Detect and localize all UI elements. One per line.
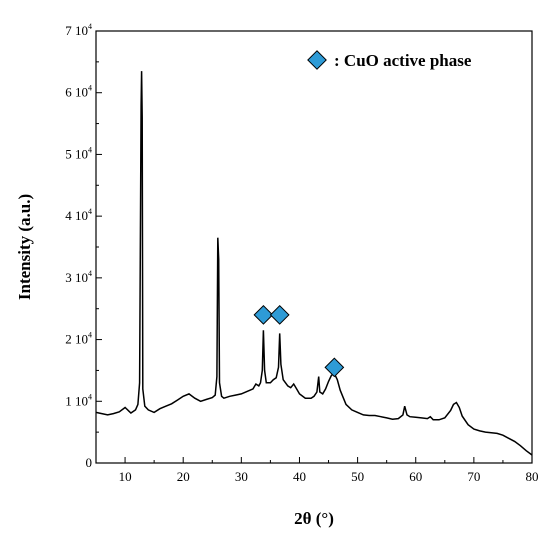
y-tick-label: 6 104	[65, 84, 92, 100]
cuo-marker	[269, 304, 290, 325]
x-tick-label: 80	[526, 469, 539, 484]
x-tick-label: 50	[351, 469, 364, 484]
plot-frame	[95, 30, 533, 464]
legend: : CuO active phase	[307, 50, 472, 70]
axis-ticks	[95, 30, 533, 464]
x-tick-label: 70	[467, 469, 480, 484]
y-tick-label: 7 104	[65, 22, 92, 38]
y-tick-label: 1 104	[65, 392, 92, 408]
x-tick-label: 20	[177, 469, 190, 484]
cuo-markers	[253, 304, 345, 378]
y-tick-label: 3 104	[65, 269, 92, 285]
cuo-marker	[324, 357, 345, 378]
legend-marker	[307, 50, 327, 70]
x-tick-label: 30	[235, 469, 248, 484]
plot-area: 0 1 104 2 104 3 104 4 104 5 104 6 104 7 104 10 2…	[65, 22, 538, 484]
y-tick-label: 5 104	[65, 145, 92, 161]
x-tick-label: 10	[119, 469, 132, 484]
x-axis-title: 2θ (°)	[294, 509, 334, 528]
legend-label: : CuO active phase	[334, 51, 472, 70]
y-tick-label: 4 104	[65, 207, 92, 223]
y-axis-title: Intensity (a.u.)	[15, 194, 34, 300]
xrd-series-line	[95, 71, 533, 456]
x-tick-label: 60	[409, 469, 422, 484]
y-tick-labels: 0 1 104 2 104 3 104 4 104 5 104 6 104 7 104	[65, 22, 92, 470]
x-tick-label: 40	[293, 469, 306, 484]
x-tick-labels: 10 20 30 40 50 60 70 80	[119, 469, 539, 484]
y-tick-label: 2 104	[65, 331, 92, 347]
y-tick-label: 0	[86, 455, 93, 470]
cuo-marker	[253, 304, 274, 325]
